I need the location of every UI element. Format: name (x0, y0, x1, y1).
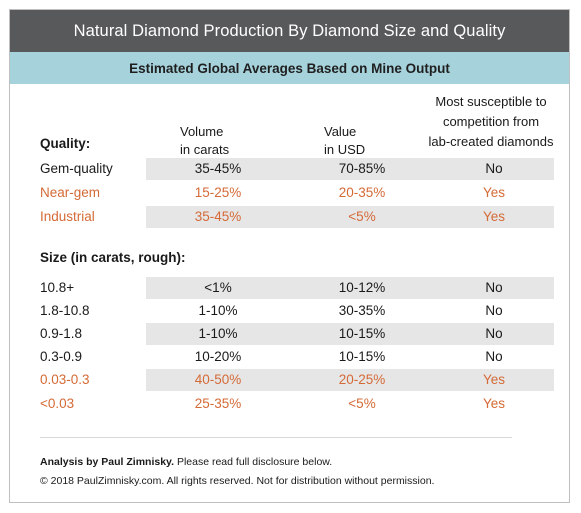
row-susceptible: No (485, 349, 503, 364)
table-row: 0.03-0.3 40-50% 20-25% Yes (40, 369, 554, 391)
footer-copyright: © 2018 PaulZimnisky.com. All rights rese… (40, 475, 435, 487)
row-volume: <1% (204, 280, 232, 295)
row-value: <5% (348, 209, 376, 224)
row-value: 10-12% (338, 280, 386, 295)
row-label: <0.03 (40, 396, 75, 411)
column-header-volume: Volume in carats (180, 123, 229, 159)
page-subtitle: Estimated Global Averages Based on Mine … (129, 60, 450, 76)
row-shade (146, 323, 554, 345)
row-label: 0.03-0.3 (40, 372, 90, 387)
table-row: 0.3-0.9 10-20% 10-15% No (40, 346, 554, 368)
table-row: 10.8+ <1% 10-12% No (40, 277, 554, 299)
row-susceptible: No (485, 280, 503, 295)
table-row: Industrial 35-45% <5% Yes (40, 206, 554, 228)
row-shade (146, 369, 554, 391)
row-susceptible: Yes (482, 396, 506, 411)
title-bar: Natural Diamond Production By Diamond Si… (10, 10, 569, 52)
column-header-volume-line1: Volume (180, 124, 224, 139)
row-label: 0.3-0.9 (40, 349, 83, 364)
row-shade (146, 158, 554, 180)
row-volume: 1-10% (198, 303, 238, 318)
row-value: 20-35% (338, 185, 386, 200)
page-title: Natural Diamond Production By Diamond Si… (73, 21, 506, 40)
row-susceptible: Yes (482, 372, 506, 387)
row-value: <5% (348, 396, 376, 411)
row-volume: 40-50% (194, 372, 242, 387)
row-shade (146, 277, 554, 299)
table-row: Gem-quality 35-45% 70-85% No (40, 158, 554, 180)
row-susceptible: Yes (482, 185, 506, 200)
row-label: Industrial (40, 209, 95, 224)
footer-divider (40, 437, 512, 438)
row-value: 10-15% (338, 326, 386, 341)
row-shade (146, 206, 554, 228)
table-row: 1.8-10.8 1-10% 30-35% No (40, 300, 554, 322)
row-volume: 10-20% (194, 349, 242, 364)
row-label: 1.8-10.8 (40, 303, 90, 318)
row-volume: 25-35% (194, 396, 242, 411)
subtitle-bar: Estimated Global Averages Based on Mine … (10, 52, 569, 84)
table-row: Near-gem 15-25% 20-35% Yes (40, 182, 554, 204)
column-header-volume-line2: in carats (180, 142, 230, 157)
table-row: <0.03 25-35% <5% Yes (40, 393, 554, 415)
row-label: 10.8+ (40, 280, 75, 295)
row-volume: 1-10% (198, 326, 238, 341)
row-susceptible: Yes (482, 209, 506, 224)
row-susceptible: No (485, 326, 503, 341)
size-section-label: Size (in carats, rough): (40, 250, 186, 265)
row-volume: 15-25% (194, 185, 242, 200)
row-susceptible: No (485, 161, 503, 176)
column-header-value: Value in USD (324, 123, 365, 159)
row-value: 30-35% (338, 303, 386, 318)
footer-author: Analysis by Paul Zimnisky. (40, 456, 175, 468)
quality-section-label: Quality: (40, 136, 91, 151)
row-volume: 35-45% (194, 209, 242, 224)
footer-disclosure: Analysis by Paul Zimnisky. Please read f… (40, 456, 332, 468)
row-label: Gem-quality (40, 161, 113, 176)
column-header-susceptible: Most susceptible to competition from lab… (419, 92, 563, 152)
row-value: 10-15% (338, 349, 386, 364)
row-label: Near-gem (40, 185, 101, 200)
column-header-value-line2: in USD (324, 142, 366, 157)
table-row: 0.9-1.8 1-10% 10-15% No (40, 323, 554, 345)
row-value: 20-25% (338, 372, 386, 387)
column-header-susceptible-line3: lab-created diamonds (428, 134, 554, 149)
row-label: 0.9-1.8 (40, 326, 83, 341)
infographic-frame: Natural Diamond Production By Diamond Si… (9, 9, 570, 503)
column-header-susceptible-line1: Most susceptible to (435, 94, 547, 109)
column-header-value-line1: Value (324, 124, 357, 139)
footer-disclosure-text: Please read full disclosure below. (174, 456, 333, 468)
row-value: 70-85% (338, 161, 386, 176)
column-header-susceptible-line2: competition from (442, 114, 540, 129)
row-volume: 35-45% (194, 161, 242, 176)
row-susceptible: No (485, 303, 503, 318)
